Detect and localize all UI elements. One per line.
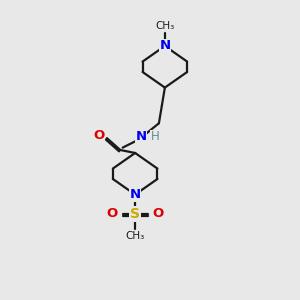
Text: CH₃: CH₃ — [155, 21, 175, 31]
Text: CH₃: CH₃ — [125, 231, 145, 241]
Text: N: N — [159, 40, 170, 52]
Text: H: H — [151, 130, 159, 143]
Text: N: N — [136, 130, 147, 143]
Text: N: N — [130, 188, 141, 201]
Text: O: O — [152, 207, 164, 220]
Text: O: O — [93, 129, 104, 142]
Text: S: S — [130, 207, 140, 221]
Text: O: O — [106, 207, 118, 220]
